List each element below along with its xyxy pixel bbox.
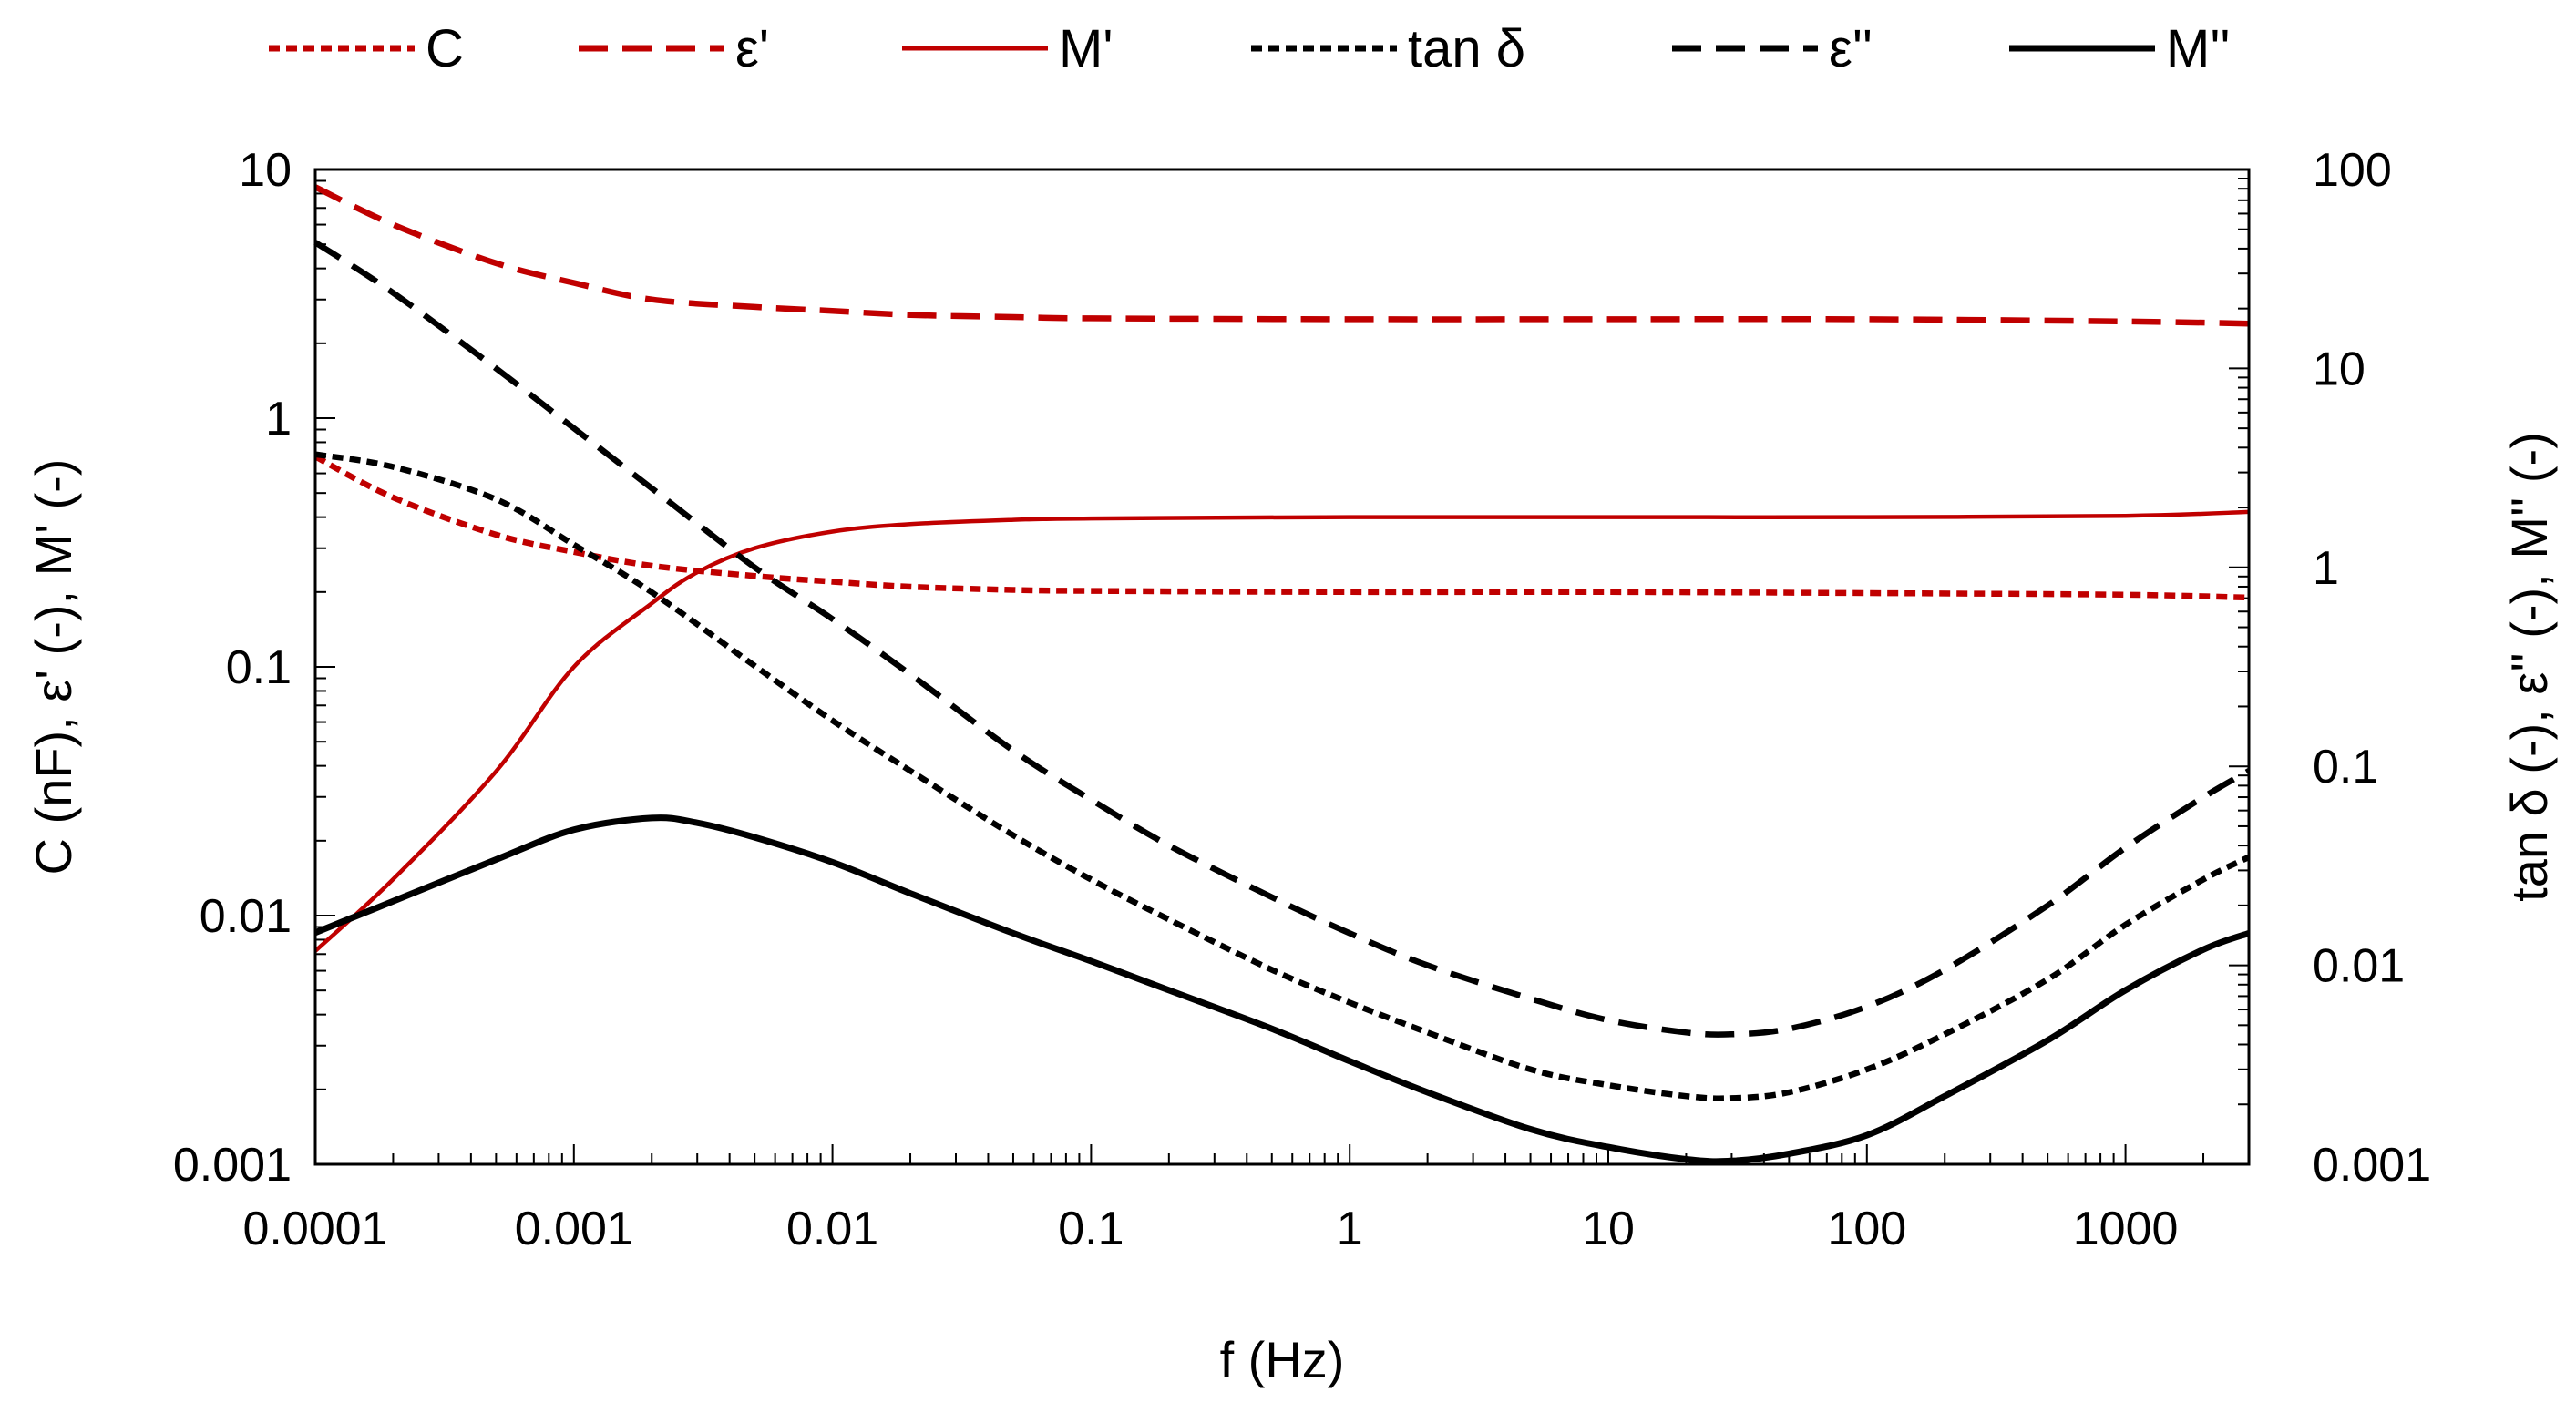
x-tick-label: 0.01 — [786, 1203, 878, 1255]
x-axis-title: f (Hz) — [1220, 1331, 1345, 1388]
x-tick-label: 1 — [1337, 1203, 1363, 1255]
y-axis-left-title: C (nF), ε' (-), M' (-) — [25, 459, 82, 875]
series-line-m-double-prime — [313, 814, 2251, 1165]
legend-item-m-double-prime: M'' — [2009, 19, 2230, 78]
legend-item-c: C — [269, 19, 464, 78]
x-tick-label: 10 — [1582, 1203, 1635, 1255]
y-right-tick-label: 0.1 — [2313, 741, 2378, 794]
y-left-tick-label: 1 — [265, 393, 292, 445]
legend-label-m-prime: M' — [1059, 19, 1113, 78]
legend-label-m-double-prime: M'' — [2166, 19, 2230, 78]
tick-labels: 0.0001 0.001 0.01 0.1 1 10 100 1000 0.001 0.01 0.1… — [173, 144, 2431, 1255]
plot-frame — [313, 168, 2251, 1166]
legend-label-eps-double-prime: ε'' — [1829, 19, 1873, 78]
y-left-tick-label: 0.01 — [200, 890, 292, 943]
legend-item-tan-delta: tan δ — [1251, 19, 1525, 78]
legend-item-m-prime: M' — [902, 19, 1113, 78]
series-line-eps-double-prime — [313, 240, 2251, 1038]
y-right-tick-label: 1 — [2313, 542, 2339, 595]
y-right-tick-label: 100 — [2313, 144, 2392, 197]
x-tick-label: 0.1 — [1058, 1203, 1124, 1255]
series-line-eps-prime — [313, 184, 2250, 327]
legend: C ε' M' tan δ ε'' M'' — [269, 19, 2230, 78]
series-lines — [313, 184, 2251, 1165]
legend-label-c: C — [426, 19, 464, 78]
series-line-tan-delta — [314, 451, 2251, 1101]
legend-item-eps-double-prime: ε'' — [1672, 19, 1873, 78]
x-tick-label: 0.0001 — [242, 1203, 387, 1255]
y-right-tick-label: 10 — [2313, 343, 2366, 395]
legend-item-eps-prime: ε' — [579, 19, 769, 78]
series-line-m-prime — [313, 509, 2250, 953]
y-left-tick-label: 0.001 — [173, 1139, 292, 1192]
x-tick-label: 100 — [1827, 1203, 1906, 1255]
y-left-tick-label: 10 — [239, 144, 292, 197]
y-right-tick-label: 0.001 — [2313, 1139, 2431, 1192]
y-axis-right-title: tan δ (-), ε'' (-), M'' (-) — [2500, 432, 2558, 902]
y-left-tick-label: 0.1 — [226, 641, 292, 694]
axis-ticks — [314, 169, 2250, 1165]
legend-label-tan-delta: tan δ — [1408, 19, 1525, 78]
y-right-tick-label: 0.01 — [2313, 940, 2405, 993]
series-line-c — [313, 454, 2250, 601]
x-tick-label: 1000 — [2073, 1203, 2179, 1255]
x-tick-label: 0.001 — [515, 1203, 633, 1255]
legend-label-eps-prime: ε' — [735, 19, 769, 78]
